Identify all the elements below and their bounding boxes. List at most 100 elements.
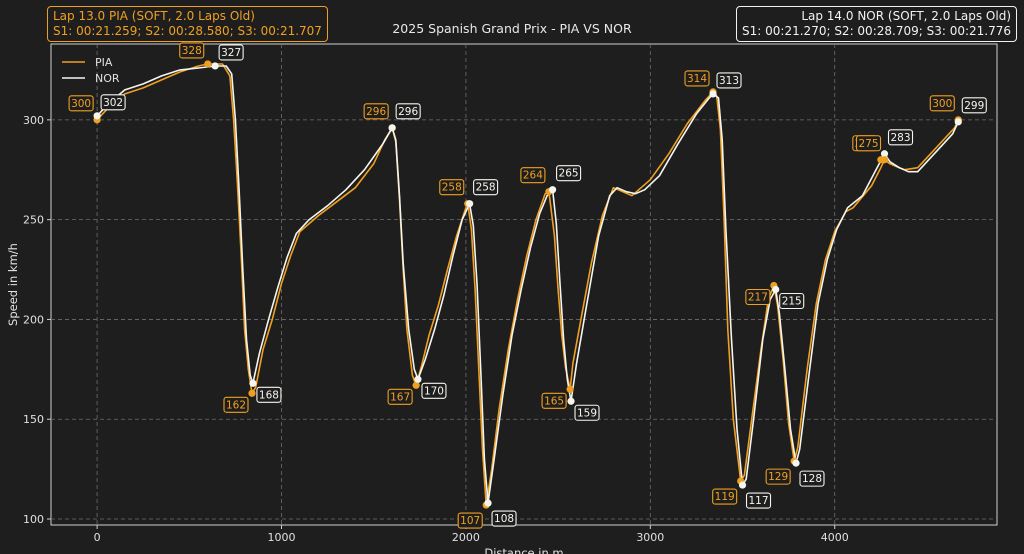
annotation-label-nor: 313 <box>719 75 739 87</box>
annotation-label-pia: 300 <box>71 98 91 110</box>
chart-title: 2025 Spanish Grand Prix - PIA VS NOR <box>392 21 632 36</box>
annotation-label-nor: 258 <box>476 182 496 194</box>
annotation-label-pia: 296 <box>366 106 386 118</box>
y-tick-label: 250 <box>23 214 44 227</box>
y-tick-label: 300 <box>23 114 44 127</box>
annotation-box-nor <box>100 94 126 111</box>
annotation-box-pia <box>179 42 205 59</box>
marker-pia <box>412 381 420 389</box>
marker-nor <box>249 379 257 387</box>
annotation-label-nor: 215 <box>782 295 802 307</box>
annotation-box-nor <box>716 72 742 89</box>
y-tick-label: 150 <box>23 413 44 426</box>
marker-nor <box>880 150 889 158</box>
legend-label-nor: NOR <box>95 72 120 85</box>
annotation-box-nor <box>745 492 772 509</box>
annotation-label-pia: 217 <box>748 291 768 303</box>
annotation-label-nor: 299 <box>964 100 984 112</box>
x-tick-label: 3000 <box>636 531 664 544</box>
annotation-box-pia <box>929 95 955 112</box>
annotation-label-pia: 119 <box>715 491 735 503</box>
marker-nor <box>738 481 747 489</box>
y-tick-label: 200 <box>23 313 44 326</box>
marker-nor <box>548 186 557 194</box>
annotation-label-nor: 170 <box>424 385 444 397</box>
marker-nor <box>484 499 492 507</box>
annotation-box-nor <box>556 165 582 182</box>
annotation-label-nor: 296 <box>398 106 418 118</box>
annotation-label-pia: 167 <box>390 391 410 403</box>
annotation-box-nor <box>421 382 447 399</box>
annotation-box-pia <box>439 179 465 196</box>
annotation-label-pia: 129 <box>768 471 788 483</box>
annotation-label-nor: 302 <box>103 97 123 109</box>
marker-nor <box>567 397 575 405</box>
annotation-box-pia <box>855 135 882 152</box>
annotation-box-nor <box>799 470 825 487</box>
annotation-box-nor <box>395 103 421 120</box>
legend: PIA NOR <box>62 56 120 85</box>
annotation-label-nor: 117 <box>748 495 768 507</box>
nor-lap-info-box: Lap 14.0 NOR (SOFT, 2.0 Laps Old) S1: 00… <box>736 6 1017 42</box>
annotation-box-pia <box>223 396 249 413</box>
annotation-label-pia: 165 <box>544 395 564 407</box>
legend-label-pia: PIA <box>95 56 113 69</box>
x-axis-label: Distance in m <box>484 546 563 554</box>
plot-area <box>50 43 998 526</box>
marker-pia <box>880 156 889 164</box>
annotation-box-pia <box>457 512 483 529</box>
annotation-label-pia: 258 <box>442 182 462 194</box>
annotation-box-pia <box>745 288 771 306</box>
annotation-box-pia <box>541 392 567 409</box>
annotation-box-nor <box>887 129 914 146</box>
marker-nor <box>792 459 800 467</box>
x-tick-label: 0 <box>94 531 101 544</box>
nor-sector-times: S1: 00:21.270; S2: 00:28.709; S3: 00:21.… <box>742 24 1011 38</box>
x-tick-label: 1000 <box>268 531 296 544</box>
marker-nor <box>954 118 962 126</box>
annotation-box-nor <box>574 404 600 421</box>
annotation-box-pia <box>712 488 738 505</box>
marker-nor <box>211 62 219 70</box>
annotation-label-pia: 328 <box>182 45 202 57</box>
pia-lap-info-box: Lap 13.0 PIA (SOFT, 2.0 Laps Old) S1: 00… <box>47 6 328 42</box>
pia-sector-times: S1: 00:21.259; S2: 00:28.580; S3: 00:21.… <box>53 24 322 38</box>
annotation-label-pia: 264 <box>523 170 543 182</box>
marker-nor <box>414 375 422 383</box>
annotation-label-pia: 107 <box>460 515 480 527</box>
marker-nor <box>772 285 780 294</box>
annotation-box-nor <box>779 292 805 310</box>
pia-lap-info-line1: Lap 13.0 PIA (SOFT, 2.0 Laps Old) <box>53 9 255 23</box>
marker-pia <box>248 389 256 397</box>
marker-nor <box>466 200 474 208</box>
marker-nor <box>709 90 717 98</box>
annotation-box-nor <box>961 97 987 114</box>
y-axis-label: Speed in km/h <box>6 243 20 326</box>
annotation-box-pia <box>387 388 413 405</box>
annotation-label-pia: 300 <box>932 98 952 110</box>
annotation-box-nor <box>491 510 517 527</box>
annotation-box-pia <box>68 95 94 112</box>
marker-pia <box>566 385 574 393</box>
annotation-label-pia: 314 <box>687 73 707 85</box>
annotation-label-nor: 159 <box>577 407 597 419</box>
annotation-box-pia <box>363 103 389 120</box>
annotation-label-nor: 108 <box>494 513 514 525</box>
annotation-label-nor: 168 <box>259 389 279 401</box>
annotation-label-nor: 265 <box>559 168 579 180</box>
annotation-box-pia <box>684 70 710 87</box>
annotation-label-pia: 275 <box>858 138 878 150</box>
marker-nor <box>388 124 396 132</box>
annotation-label-pia: 162 <box>226 399 246 411</box>
annotation-label-nor: 283 <box>890 132 910 144</box>
x-tick-label: 4000 <box>821 531 849 544</box>
annotation-box-nor <box>473 179 499 196</box>
marker-nor <box>93 112 101 120</box>
y-tick-label: 100 <box>23 513 44 526</box>
series-line-nor <box>96 65 960 504</box>
annotation-label-nor: 128 <box>802 473 822 485</box>
annotation-box-pia <box>765 468 791 485</box>
annotation-box-nor <box>256 386 282 403</box>
